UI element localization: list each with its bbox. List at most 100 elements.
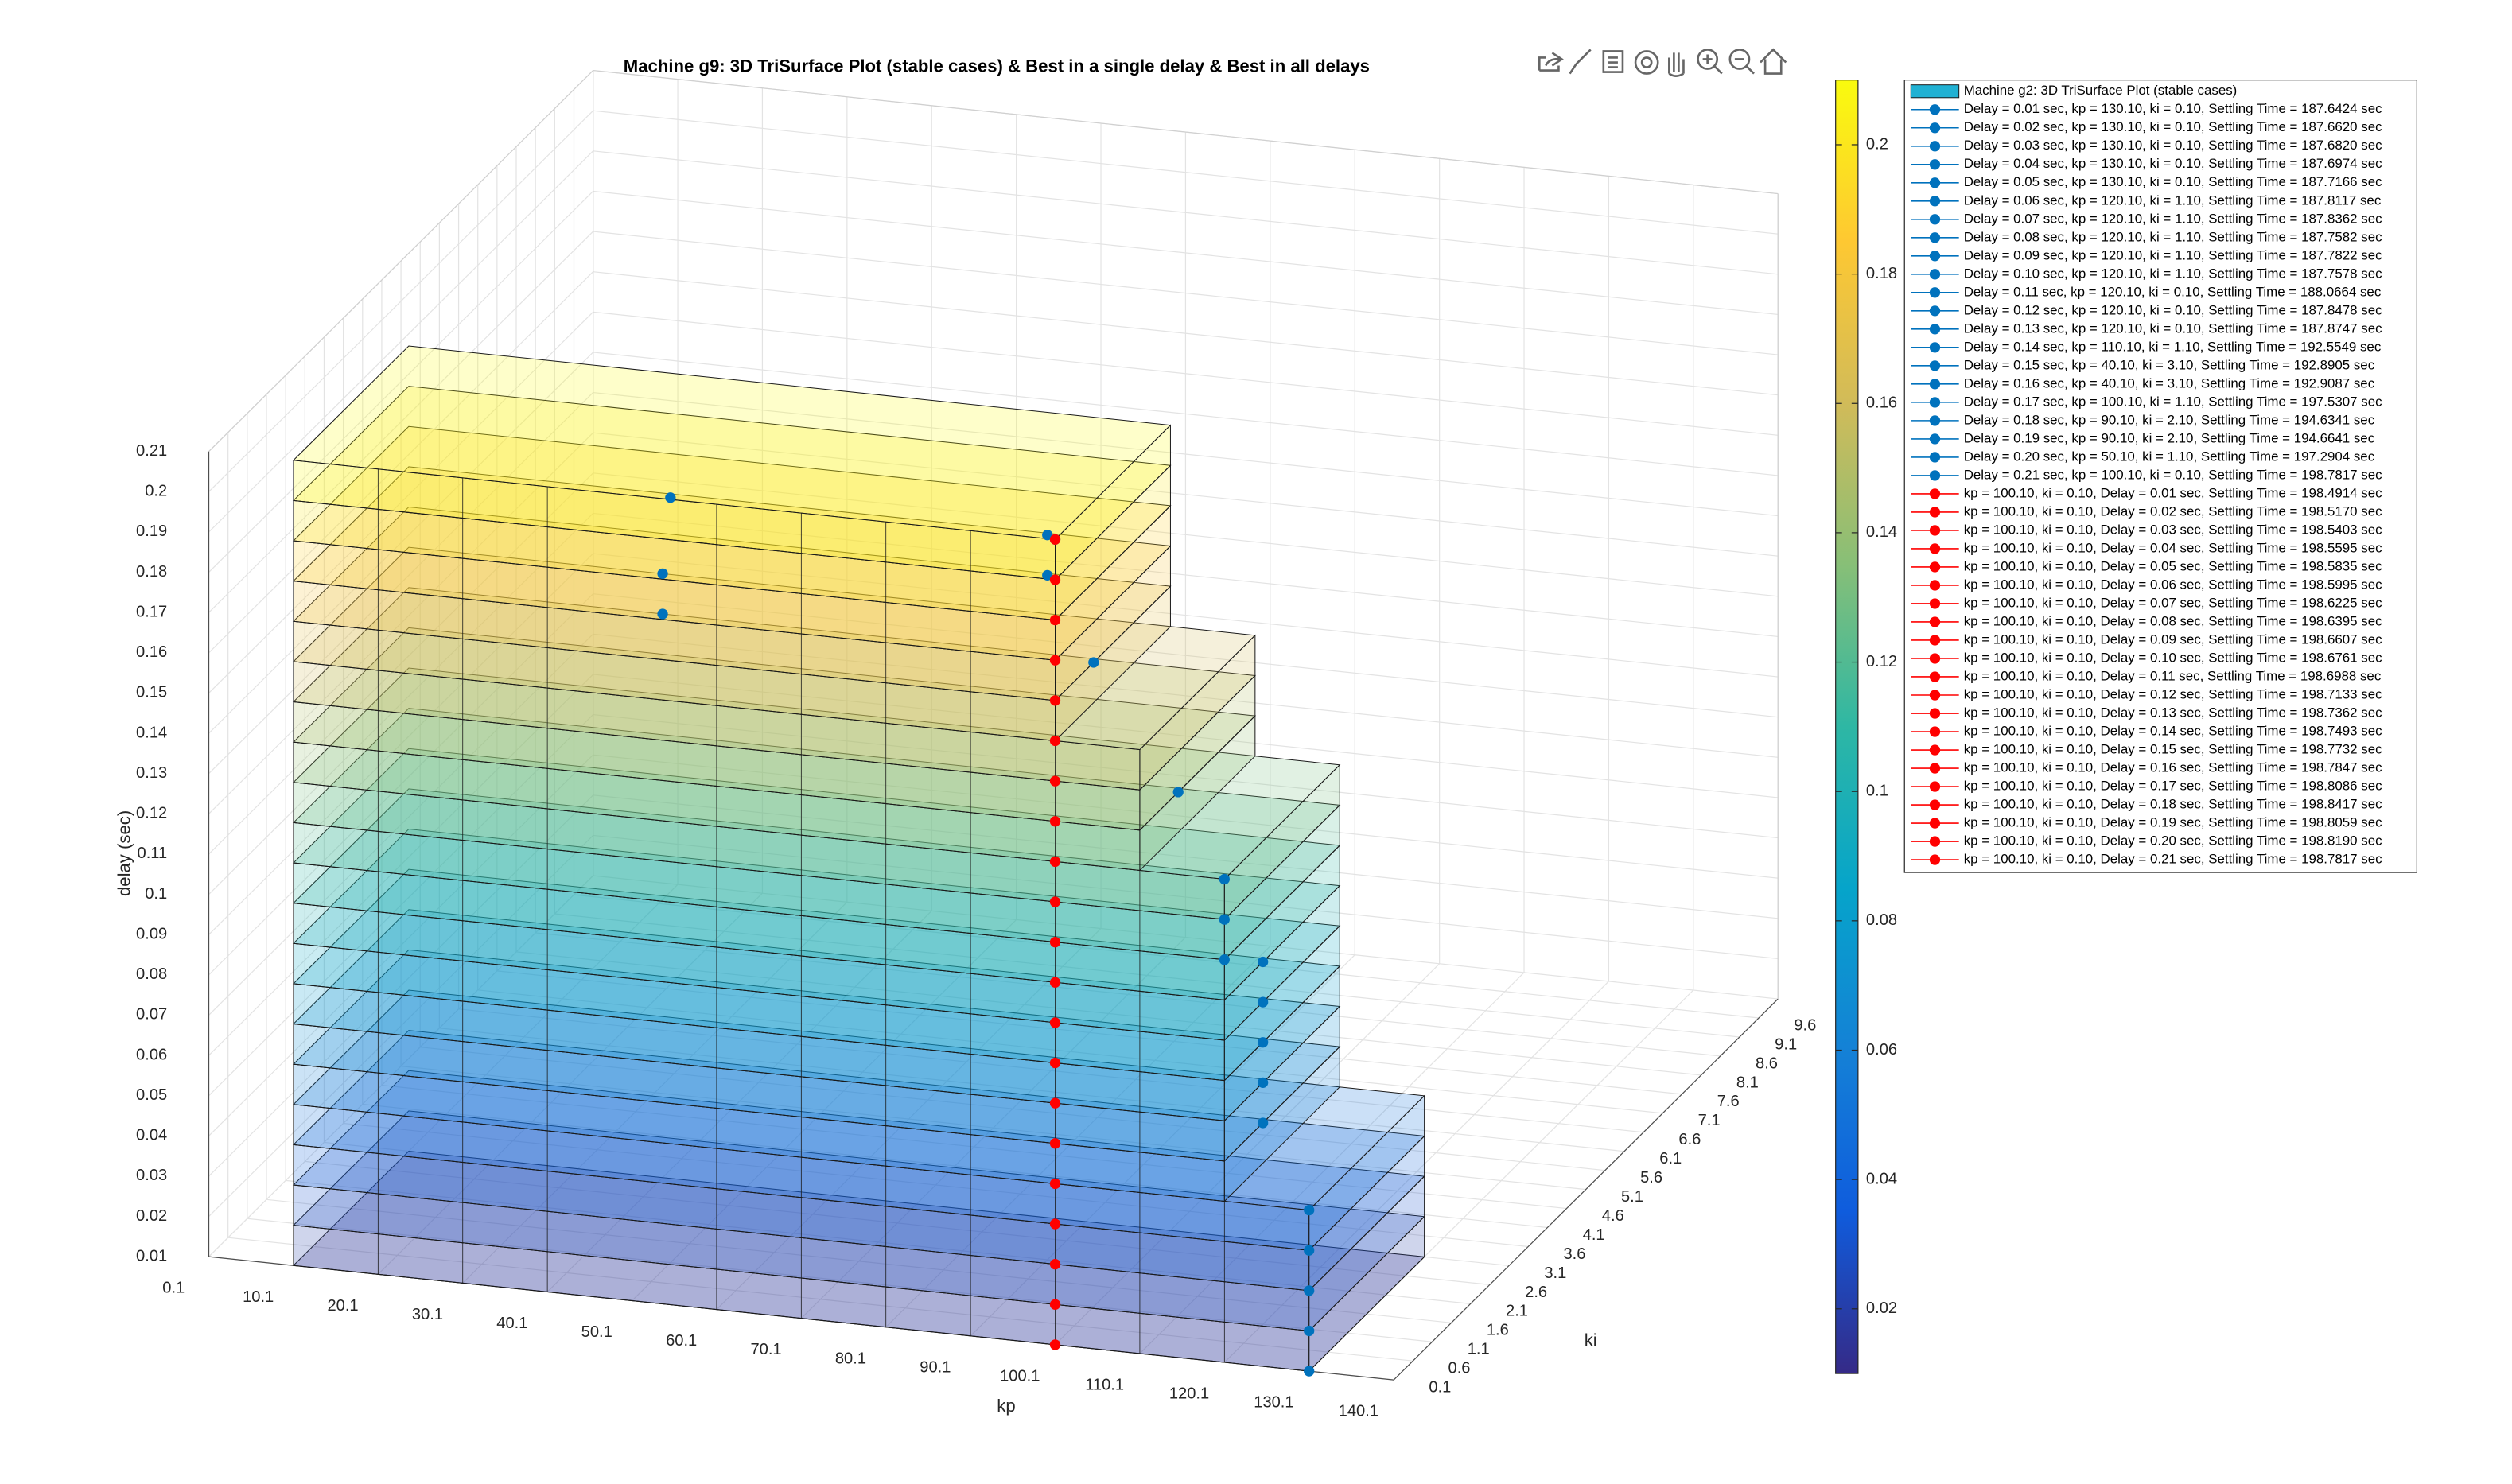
best-point xyxy=(1049,936,1061,948)
legend-marker xyxy=(1929,232,1941,243)
legend-swatch xyxy=(1910,84,1960,99)
grid-line xyxy=(515,951,1701,1076)
legend-label: kp = 100.10, ki = 0.10, Delay = 0.06 sec… xyxy=(1964,577,2382,592)
legend-label: kp = 100.10, ki = 0.10, Delay = 0.01 sec… xyxy=(1964,485,2382,500)
legend-marker xyxy=(1929,799,1941,810)
legend-label: kp = 100.10, ki = 0.10, Delay = 0.07 sec… xyxy=(1964,595,2382,610)
y-tick-label: 3.1 xyxy=(1544,1265,1566,1282)
legend-label: kp = 100.10, ki = 0.10, Delay = 0.20 sec… xyxy=(1964,833,2382,849)
legend-label: kp = 100.10, ki = 0.10, Delay = 0.16 sec… xyxy=(1964,760,2382,775)
best-point xyxy=(1257,996,1269,1008)
grid-line xyxy=(458,1008,1644,1133)
best-point xyxy=(1257,1037,1269,1048)
colorbar-tick-label: 0.2 xyxy=(1866,135,1888,153)
legend-marker xyxy=(1929,525,1941,536)
legend-label: Delay = 0.19 sec, kp = 90.10, ki = 2.10,… xyxy=(1964,430,2374,445)
y-tick-label: 8.1 xyxy=(1736,1074,1759,1091)
legend-marker xyxy=(1929,305,1941,317)
grid-line xyxy=(266,1198,1452,1323)
zoom-in-button[interactable] xyxy=(1697,49,1723,75)
rotate-button[interactable] xyxy=(1634,50,1659,75)
grid-line xyxy=(401,1066,1586,1191)
home-button[interactable] xyxy=(1760,48,1787,75)
x-tick-label: 10.1 xyxy=(243,1288,274,1306)
y-tick-label: 0.6 xyxy=(1448,1360,1471,1377)
best-point xyxy=(1304,1366,1315,1377)
legend-label: kp = 100.10, ki = 0.10, Delay = 0.02 sec… xyxy=(1964,503,2382,519)
legend-label: kp = 100.10, ki = 0.10, Delay = 0.15 sec… xyxy=(1964,741,2382,756)
legend-marker xyxy=(1929,379,1941,390)
pan-button[interactable] xyxy=(1668,52,1685,77)
z-tick-label: 0.01 xyxy=(136,1247,167,1265)
legend-label: Delay = 0.01 sec, kp = 130.10, ki = 0.10… xyxy=(1964,101,2382,116)
legend-marker xyxy=(1929,580,1941,591)
x-tick-label: 20.1 xyxy=(327,1297,358,1315)
legend-label: Delay = 0.12 sec, kp = 120.10, ki = 0.10… xyxy=(1964,302,2382,317)
legend-label: Delay = 0.07 sec, kp = 120.10, ki = 1.10… xyxy=(1964,211,2382,226)
legend-marker xyxy=(1929,397,1941,408)
legend-label: Delay = 0.09 sec, kp = 120.10, ki = 1.10… xyxy=(1964,247,2382,262)
z-tick-label: 0.03 xyxy=(136,1167,167,1184)
legend-label: kp = 100.10, ki = 0.10, Delay = 0.09 sec… xyxy=(1964,631,2382,647)
best-point xyxy=(1304,1325,1315,1337)
legend-label: kp = 100.10, ki = 0.10, Delay = 0.18 sec… xyxy=(1964,797,2382,812)
grid-line xyxy=(535,932,1721,1057)
y-tick-label: 2.6 xyxy=(1525,1284,1547,1301)
y-axis-label: ki xyxy=(1585,1331,1597,1350)
colorbar-tick-label: 0.12 xyxy=(1866,653,1897,670)
best-point xyxy=(1049,1097,1061,1109)
legend-label: Delay = 0.06 sec, kp = 120.10, ki = 1.10… xyxy=(1964,192,2382,208)
legend-label: Delay = 0.15 sec, kp = 40.10, ki = 3.10,… xyxy=(1964,357,2374,372)
legend-marker xyxy=(1929,196,1941,207)
best-point xyxy=(1049,816,1061,827)
zoom-out-button[interactable] xyxy=(1728,49,1755,75)
y-tick-label: 7.6 xyxy=(1717,1093,1740,1110)
grid-line xyxy=(420,1047,1605,1171)
y-tick-label: 6.6 xyxy=(1678,1131,1701,1148)
best-point xyxy=(1257,1117,1269,1129)
legend-marker xyxy=(1929,507,1941,518)
legend-marker xyxy=(1929,616,1941,627)
legend-marker xyxy=(1929,177,1941,188)
colorbar-tick-label: 0.14 xyxy=(1866,523,1897,541)
legend-marker xyxy=(1929,141,1941,152)
data-tip-button[interactable] xyxy=(1602,50,1624,73)
z-axis-label: delay (sec) xyxy=(115,810,134,896)
legend-marker xyxy=(1929,360,1941,371)
y-tick-label: 4.6 xyxy=(1602,1207,1624,1225)
best-point xyxy=(1049,695,1061,706)
colorbar-tick-label: 0.02 xyxy=(1866,1299,1897,1317)
legend-marker xyxy=(1929,543,1941,554)
x-tick-label: 0.1 xyxy=(162,1280,185,1297)
legend-label: Machine g2: 3D TriSurface Plot (stable c… xyxy=(1964,83,2238,98)
best-point xyxy=(1049,1057,1061,1069)
best-point xyxy=(1049,655,1061,666)
legend-label: Delay = 0.04 sec, kp = 130.10, ki = 0.10… xyxy=(1964,156,2382,171)
colorbar-tick-label: 0.1 xyxy=(1866,783,1888,800)
toolbar xyxy=(1538,48,1787,77)
brush-button[interactable] xyxy=(1569,49,1592,75)
best-point xyxy=(1049,1138,1061,1149)
y-tick-label: 1.1 xyxy=(1468,1341,1490,1358)
axes xyxy=(208,69,1779,1381)
z-tick-label: 0.12 xyxy=(136,805,167,822)
z-tick-label: 0.1 xyxy=(145,885,167,903)
y-tick-label: 5.1 xyxy=(1621,1188,1643,1206)
best-point xyxy=(1042,569,1053,581)
colorbar-tick-label: 0.06 xyxy=(1866,1041,1897,1059)
grid-line xyxy=(439,1028,1625,1152)
legend-label: kp = 100.10, ki = 0.10, Delay = 0.08 sec… xyxy=(1964,613,2382,628)
legend-marker xyxy=(1929,104,1941,115)
colorbar-tick-label: 0.18 xyxy=(1866,265,1897,282)
legend-label: Delay = 0.03 sec, kp = 130.10, ki = 0.10… xyxy=(1964,138,2382,153)
legend-label: kp = 100.10, ki = 0.10, Delay = 0.21 sec… xyxy=(1964,852,2382,867)
best-point xyxy=(1049,775,1061,787)
legend-label: kp = 100.10, ki = 0.10, Delay = 0.17 sec… xyxy=(1964,779,2382,794)
chart-title: Machine g9: 3D TriSurface Plot (stable c… xyxy=(624,56,1370,76)
legend-marker xyxy=(1929,214,1941,225)
export-button[interactable] xyxy=(1538,52,1564,72)
x-tick-label: 100.1 xyxy=(1000,1367,1040,1385)
colorbar-tick-label: 0.08 xyxy=(1866,911,1897,929)
grid-line xyxy=(477,989,1663,1114)
legend-marker xyxy=(1929,690,1941,701)
